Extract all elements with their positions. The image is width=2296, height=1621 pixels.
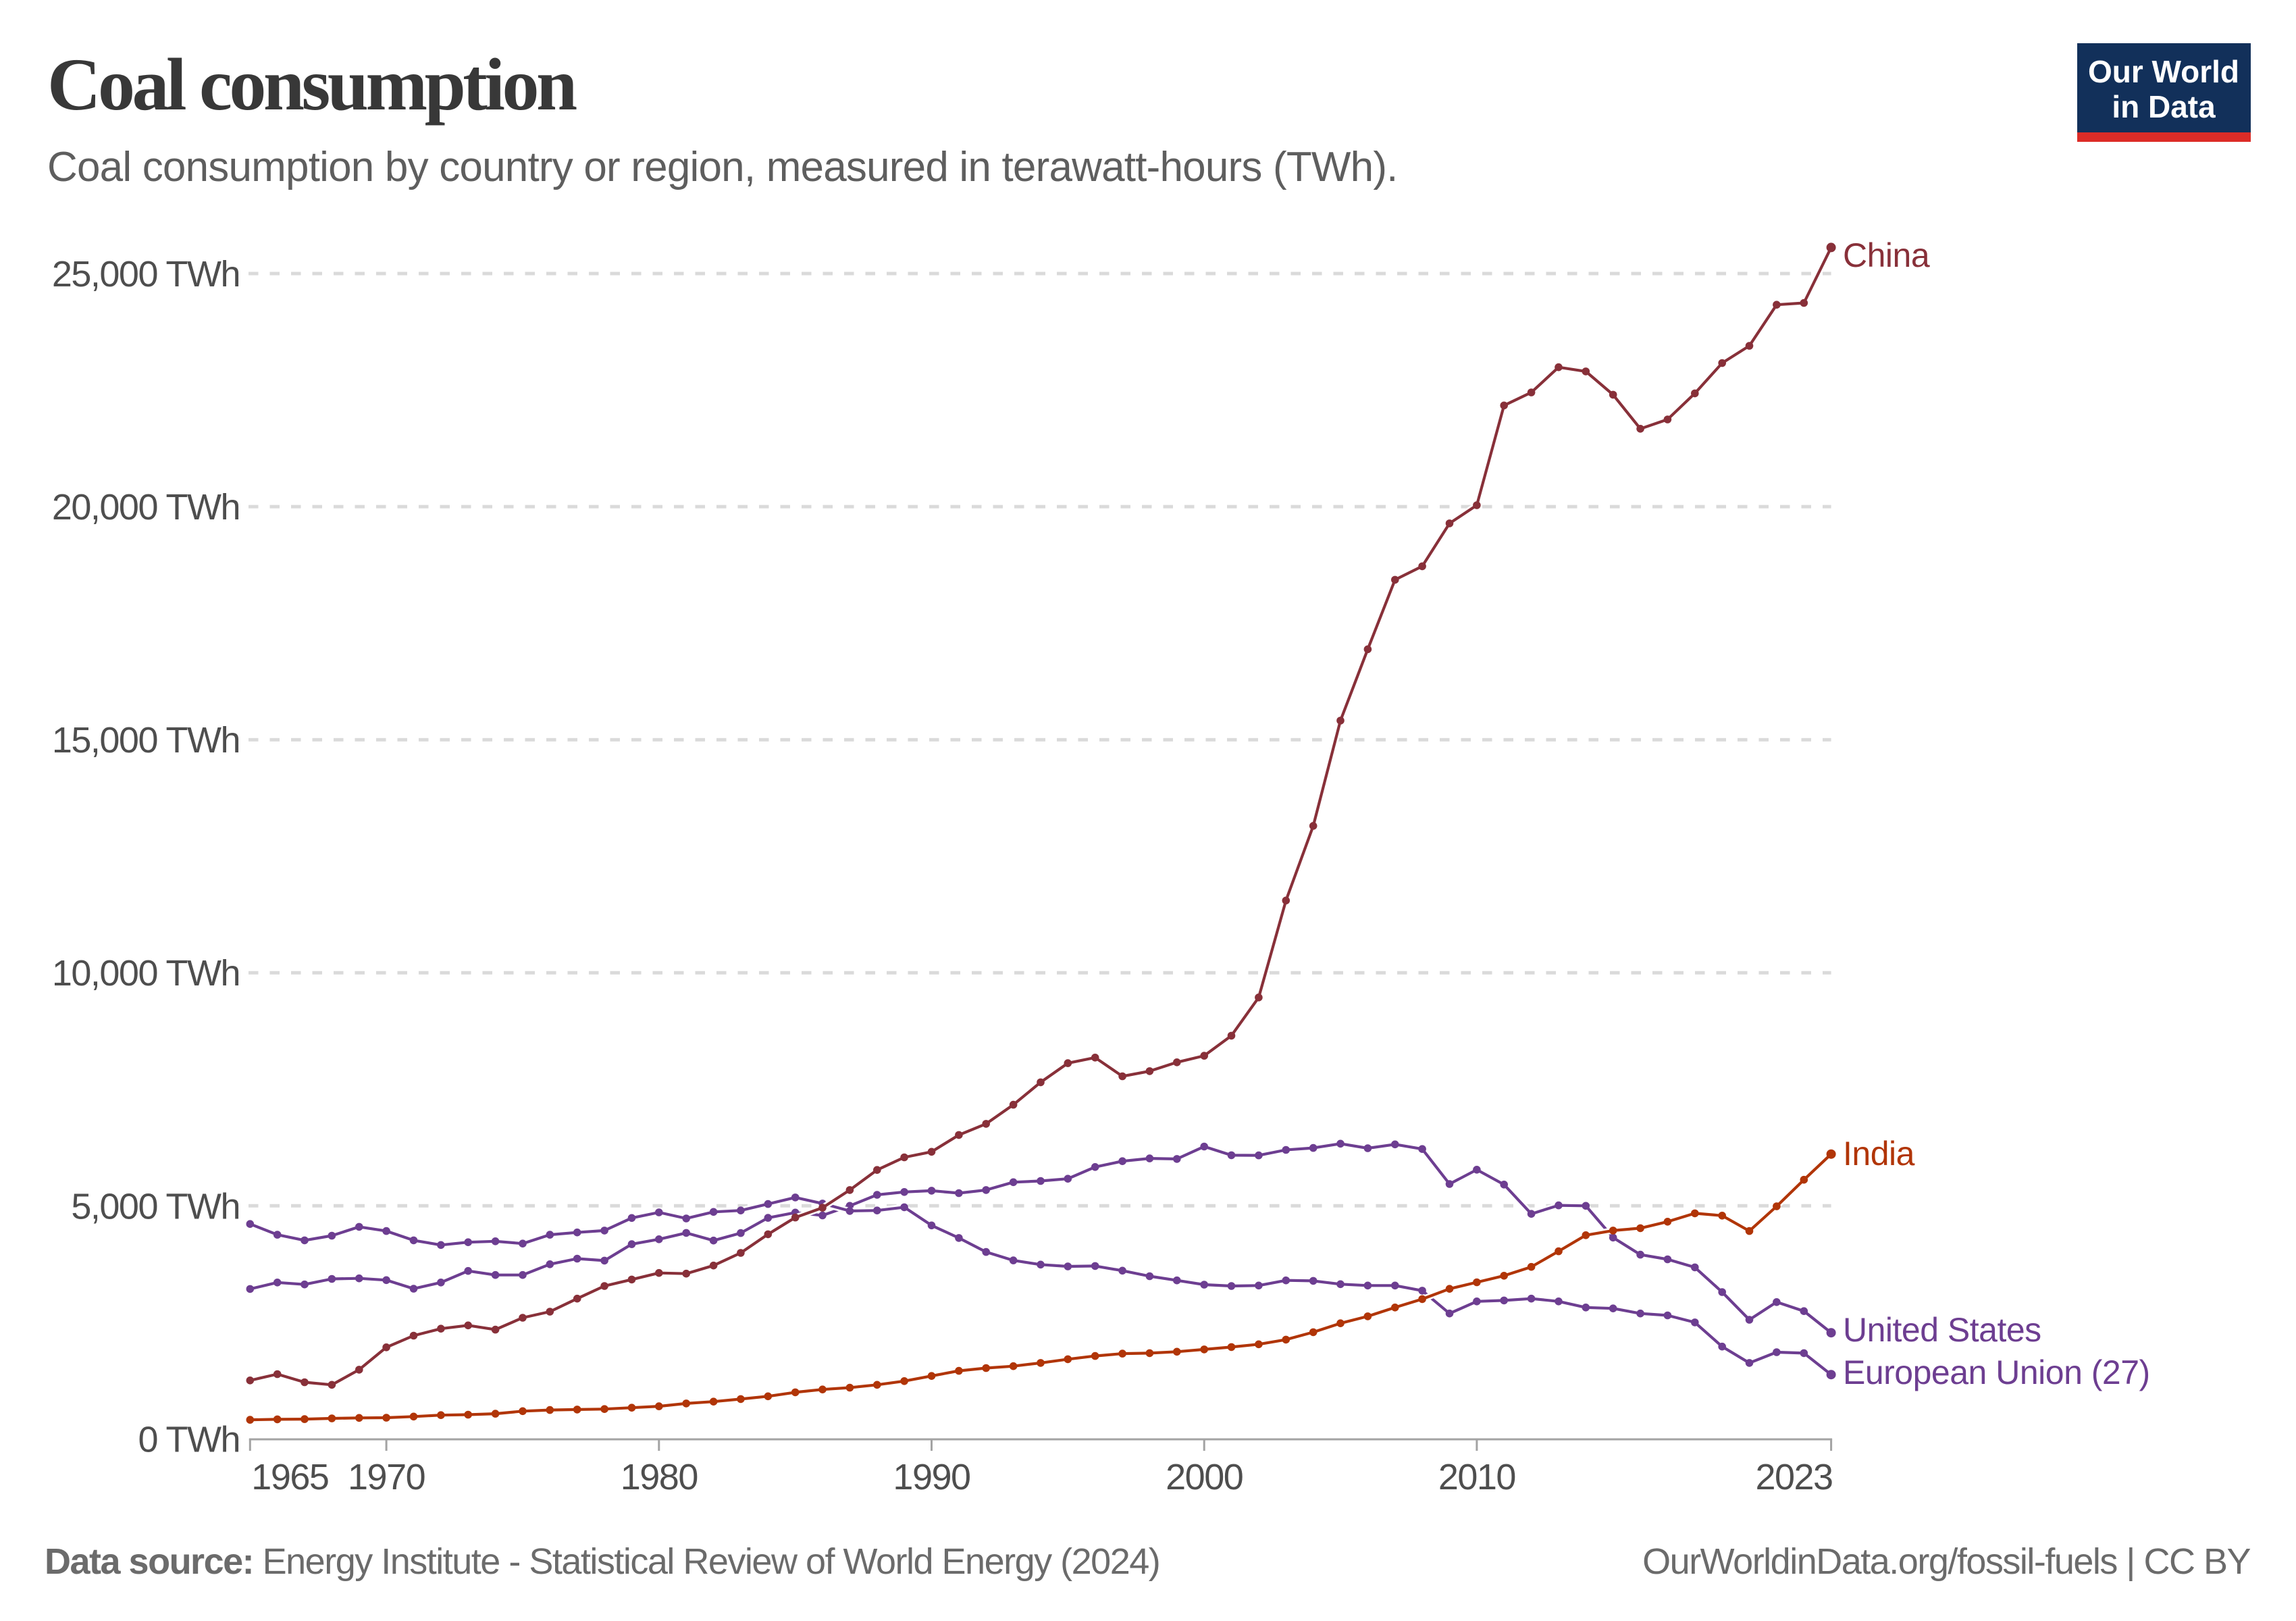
- svg-text:1970: 1970: [348, 1457, 425, 1497]
- svg-text:in Data: in Data: [2112, 89, 2216, 124]
- svg-text:China: China: [1843, 236, 1930, 274]
- svg-text:25,000 TWh: 25,000 TWh: [52, 254, 240, 294]
- svg-text:10,000 TWh: 10,000 TWh: [52, 953, 240, 994]
- svg-text:OurWorldinData.org/fossil-fuel: OurWorldinData.org/fossil-fuels | CC BY: [1642, 1541, 2250, 1582]
- svg-text:Coal consumption by country or: Coal consumption by country or region, m…: [47, 144, 1398, 190]
- svg-text:5,000 TWh: 5,000 TWh: [71, 1186, 240, 1227]
- svg-text:2010: 2010: [1438, 1457, 1515, 1497]
- svg-text:European Union (27): European Union (27): [1843, 1354, 2150, 1391]
- svg-text:0 TWh: 0 TWh: [138, 1419, 240, 1460]
- svg-text:Coal consumption: Coal consumption: [47, 43, 577, 126]
- svg-text:2023: 2023: [1755, 1457, 1832, 1497]
- svg-text:1980: 1980: [621, 1457, 698, 1497]
- svg-text:15,000 TWh: 15,000 TWh: [52, 720, 240, 761]
- svg-text:1990: 1990: [893, 1457, 970, 1497]
- svg-text:20,000 TWh: 20,000 TWh: [52, 487, 240, 528]
- svg-text:1965: 1965: [251, 1457, 328, 1497]
- svg-text:India: India: [1843, 1135, 1915, 1173]
- svg-text:Data source: Energy Institute: Data source: Energy Institute - Statisti…: [45, 1541, 1159, 1582]
- svg-text:2000: 2000: [1166, 1457, 1243, 1497]
- svg-text:Our World: Our World: [2088, 54, 2239, 89]
- svg-text:United States: United States: [1843, 1311, 2041, 1349]
